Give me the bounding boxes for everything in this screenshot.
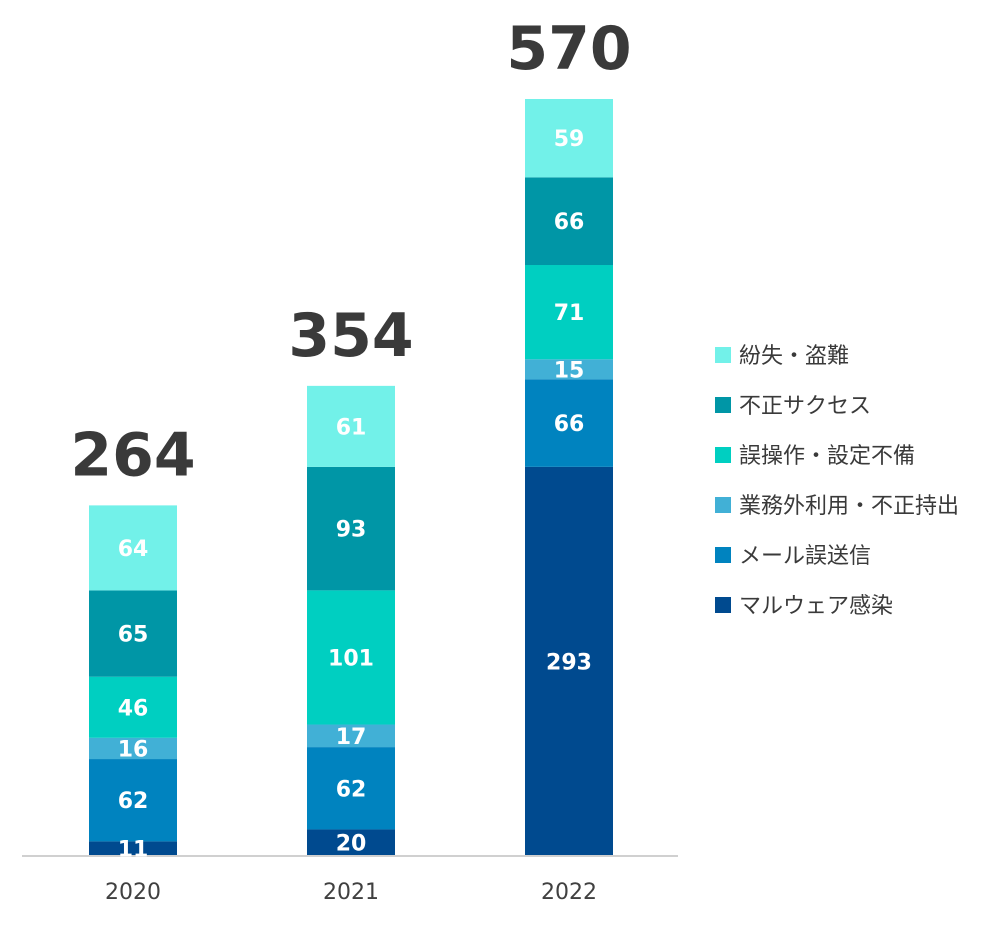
legend-swatch xyxy=(715,547,731,563)
x-tick-label: 2021 xyxy=(323,880,379,905)
legend-label: 誤操作・設定不備 xyxy=(739,444,915,469)
total-labels: 264 354 570 xyxy=(70,14,631,490)
total-label: 264 xyxy=(70,420,195,490)
total-label: 354 xyxy=(288,301,413,371)
bar-segment xyxy=(307,385,395,467)
bar-segment xyxy=(307,724,395,748)
data-label: 11 xyxy=(118,838,149,863)
bar-segment xyxy=(89,737,177,760)
legend-label: 業務外利用・不正持出 xyxy=(739,494,959,519)
data-label: 16 xyxy=(118,737,149,762)
data-label: 64 xyxy=(118,537,149,562)
data-label: 62 xyxy=(336,777,367,802)
bar-segment xyxy=(89,590,177,677)
x-tick-label: 2020 xyxy=(105,880,161,905)
bar-segment xyxy=(307,466,395,591)
bar-segment xyxy=(307,590,395,725)
legend-swatch xyxy=(715,597,731,613)
x-tick-label: 2022 xyxy=(541,880,597,905)
bar-segment xyxy=(307,747,395,830)
bar-segment xyxy=(89,676,177,738)
legend-label: マルウェア感染 xyxy=(739,594,893,619)
data-label: 59 xyxy=(554,127,585,152)
data-label: 66 xyxy=(554,412,585,437)
legend: 紛失・盗難不正サクセス誤操作・設定不備業務外利用・不正持出メール誤送信マルウェア… xyxy=(715,344,959,619)
bar-segment xyxy=(89,505,177,591)
data-label: 17 xyxy=(336,725,367,750)
legend-swatch xyxy=(715,347,731,363)
x-tick-labels: 2020 2021 2022 xyxy=(105,880,597,905)
legend-label: メール誤送信 xyxy=(739,544,871,569)
data-label: 62 xyxy=(118,789,149,814)
data-label: 93 xyxy=(336,518,367,543)
data-label: 66 xyxy=(554,210,585,235)
data-label: 65 xyxy=(118,623,149,648)
segment-labels: 11 62 16 46 65 64 20 62 17 101 93 61 293 66 15 71 66 59 xyxy=(118,127,592,863)
legend-swatch xyxy=(715,447,731,463)
bar-segment xyxy=(89,759,177,842)
bar-segment xyxy=(525,359,613,380)
bar-segment xyxy=(525,99,613,178)
data-label: 101 xyxy=(328,646,374,671)
bars xyxy=(89,99,613,856)
data-label: 293 xyxy=(546,650,592,675)
bar-segment xyxy=(525,265,613,360)
bar-segment xyxy=(89,841,177,856)
bar-segment xyxy=(525,466,613,856)
bar-segment xyxy=(307,829,395,856)
data-label: 71 xyxy=(554,301,585,326)
bar-segment xyxy=(525,379,613,467)
data-label: 15 xyxy=(554,358,585,383)
legend-label: 不正サクセス xyxy=(739,394,871,419)
data-label: 46 xyxy=(118,696,149,721)
legend-swatch xyxy=(715,397,731,413)
legend-label: 紛失・盗難 xyxy=(739,344,849,369)
total-label: 570 xyxy=(506,14,631,84)
data-label: 20 xyxy=(336,832,367,857)
bar-segment xyxy=(525,177,613,266)
data-label: 61 xyxy=(336,415,367,440)
legend-swatch xyxy=(715,497,731,513)
